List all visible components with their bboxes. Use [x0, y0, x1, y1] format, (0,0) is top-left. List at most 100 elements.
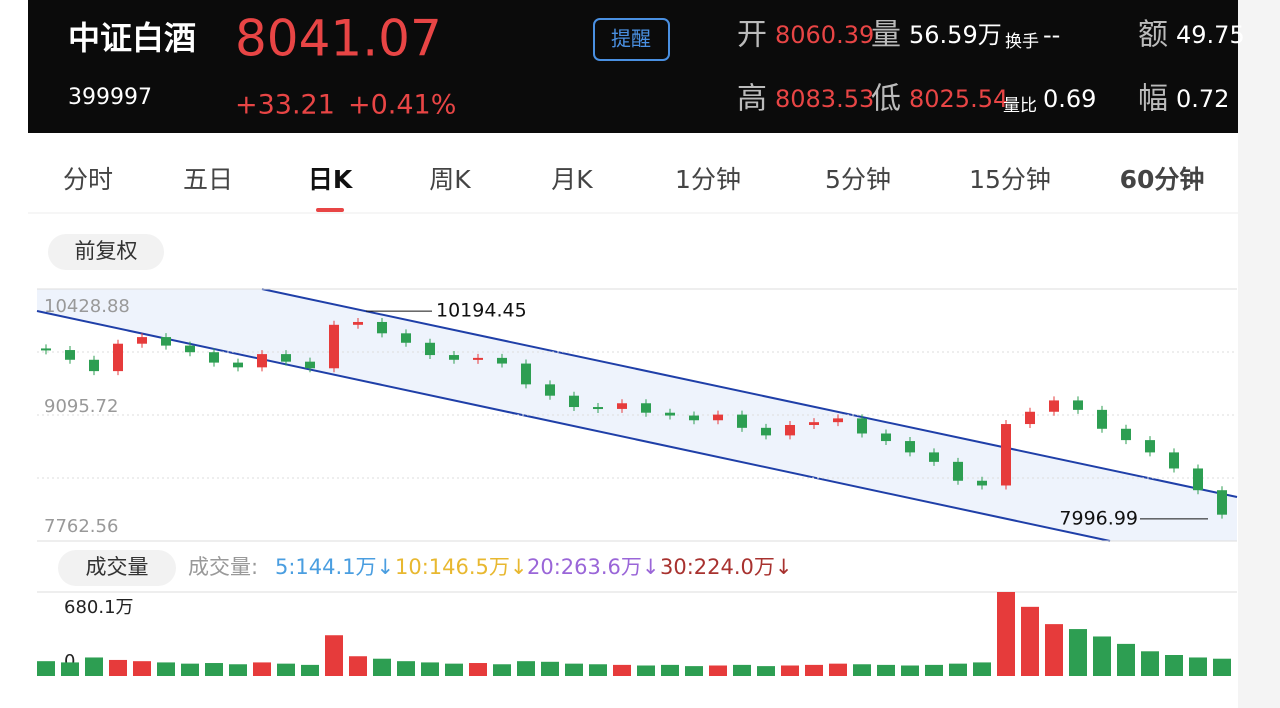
ma-legend: 20:263.6万↓	[527, 555, 660, 579]
volume-bar	[853, 664, 871, 676]
volume-bar	[373, 658, 391, 676]
volume-bar	[37, 661, 55, 676]
index-code: 399997	[68, 85, 152, 110]
volume-tick-label: 0	[64, 651, 75, 672]
candle-body	[521, 363, 531, 385]
volume-bar	[229, 664, 247, 676]
tab[interactable]: 月K	[551, 165, 593, 194]
volume-bar	[397, 661, 415, 676]
candle-body	[1097, 409, 1107, 429]
volume-bar	[733, 664, 751, 676]
volume-tab[interactable]	[58, 550, 176, 586]
candle-body	[425, 342, 435, 356]
candle-body	[1073, 400, 1083, 410]
adjust-button[interactable]	[48, 234, 164, 270]
volume-bar	[613, 664, 631, 676]
volume-tab-label[interactable]: 成交量	[86, 555, 149, 579]
candle-body	[545, 384, 555, 396]
amount-value: 49.75	[1176, 21, 1245, 49]
candle-body	[929, 452, 939, 462]
volume-bar	[61, 662, 79, 676]
index-price: 8041.07	[235, 10, 442, 68]
candle-body	[281, 354, 291, 362]
tab[interactable]: 1分钟	[675, 165, 741, 194]
volume-bar	[493, 664, 511, 676]
candle-body	[233, 362, 243, 368]
volume-legend-title: 成交量:	[188, 555, 258, 579]
tab-indicator	[316, 208, 344, 212]
alert-button[interactable]	[593, 18, 670, 61]
candle-body	[785, 424, 795, 436]
channel-lower	[36, 310, 1111, 542]
candle-body	[305, 361, 315, 369]
tab[interactable]: 周K	[429, 165, 471, 194]
volume-bar	[157, 662, 175, 676]
volume-bar	[781, 665, 799, 676]
change-pct: +0.41%	[348, 90, 456, 121]
tab[interactable]: 分时	[63, 165, 113, 194]
candle-body	[617, 403, 627, 409]
candle-body	[1193, 468, 1203, 491]
min-label: 7996.99	[1059, 507, 1138, 529]
y-tick-label: 10428.88	[44, 296, 130, 317]
candle-body	[185, 345, 195, 353]
volume-bar	[637, 665, 655, 676]
ma-legend: 5:144.1万↓	[275, 555, 394, 579]
candle-body	[713, 414, 723, 421]
volume-bar	[973, 662, 991, 676]
candle-body	[353, 321, 363, 325]
candle-body	[665, 412, 675, 416]
candle-body	[569, 395, 579, 408]
change: +33.21	[235, 90, 335, 121]
adjust-label[interactable]: 前复权	[75, 239, 138, 263]
volume-bar	[445, 663, 463, 676]
volume-bar	[277, 663, 295, 676]
header-bg	[28, 0, 1238, 133]
candle-body	[977, 480, 987, 486]
volume-bar	[541, 661, 559, 676]
volume-bar	[109, 659, 127, 676]
volume-bar	[1021, 606, 1039, 676]
volume-bar	[469, 663, 487, 676]
candle-body	[809, 422, 819, 425]
volume-bar	[757, 666, 775, 676]
high-label: 高	[737, 82, 767, 117]
candle-body	[449, 355, 459, 360]
tab[interactable]: 15分钟	[969, 165, 1051, 194]
volume-bar	[301, 664, 319, 676]
candle-body	[953, 461, 963, 481]
candle-body	[1217, 490, 1227, 515]
high-value: 8083.53	[775, 85, 874, 113]
alert-label[interactable]: 提醒	[611, 27, 651, 51]
volume-bar	[565, 663, 583, 676]
tab[interactable]: 60分钟	[1120, 165, 1205, 194]
candle-body	[497, 357, 507, 364]
volume-bar	[1189, 657, 1207, 676]
volume-bar	[661, 664, 679, 676]
ratio-value: 0.69	[1043, 85, 1096, 113]
candle-body	[881, 433, 891, 442]
max-label: 10194.45	[436, 300, 527, 322]
open-value: 8060.39	[775, 21, 874, 49]
candle-body	[1001, 424, 1011, 486]
candle-body	[377, 321, 387, 334]
volume-bar	[877, 664, 895, 676]
volume-bar	[349, 656, 367, 676]
volume-bar	[1141, 651, 1159, 676]
candle-body	[641, 403, 651, 413]
tab[interactable]: 日K	[308, 165, 354, 194]
tab[interactable]: 5分钟	[825, 165, 891, 194]
candle-body	[113, 343, 123, 372]
ratio-label: 量比	[1003, 96, 1037, 116]
candle-body	[905, 441, 915, 453]
tab[interactable]: 五日	[183, 165, 233, 194]
candle-body	[209, 352, 219, 363]
candle-body	[89, 359, 99, 372]
candle-body	[857, 418, 867, 434]
ma-legend: 30:224.0万↓	[660, 555, 793, 579]
volume-bar	[205, 663, 223, 676]
volume-value: 56.59万	[909, 21, 1002, 49]
turnover-value: --	[1043, 21, 1060, 49]
